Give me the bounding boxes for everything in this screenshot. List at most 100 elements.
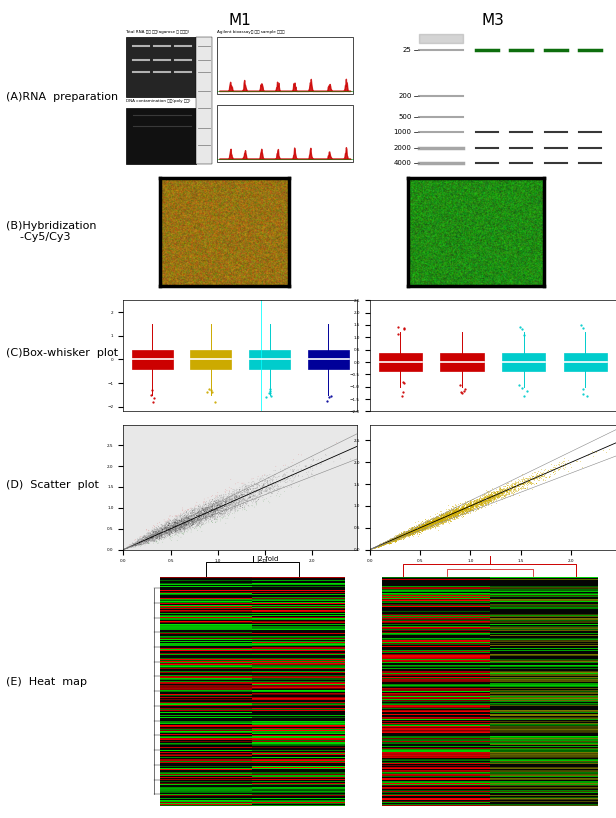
Point [436, 514, 446, 527]
Point [197, 512, 206, 525]
Point [148, 533, 158, 546]
Point [449, 505, 459, 518]
Point [478, 494, 488, 507]
Point [269, 477, 278, 490]
Point [376, 540, 386, 553]
Point [527, 476, 537, 489]
Point [238, 493, 248, 506]
Point [394, 529, 404, 542]
Point [146, 533, 156, 546]
Point [235, 495, 245, 508]
Point [245, 482, 255, 495]
Point [196, 513, 206, 526]
Point [161, 525, 171, 538]
Point [460, 505, 469, 518]
Point [151, 526, 161, 539]
Point [226, 504, 236, 517]
Point [527, 473, 537, 486]
Point [263, 485, 273, 498]
Point [450, 504, 460, 517]
Point [383, 534, 393, 547]
Point [167, 525, 177, 538]
Point [444, 506, 454, 519]
Point [553, 463, 563, 476]
Point [175, 520, 185, 533]
Point [477, 492, 487, 506]
Point [228, 492, 238, 506]
Point [381, 536, 391, 549]
Point [437, 510, 447, 524]
Point [207, 508, 217, 521]
Point [226, 499, 236, 512]
Point [463, 500, 473, 513]
Point [139, 536, 148, 549]
Point [434, 514, 444, 527]
Point [169, 524, 179, 537]
Point [145, 529, 155, 542]
Point [453, 504, 463, 517]
Point [145, 531, 155, 544]
Point [151, 530, 161, 543]
Point [439, 510, 449, 523]
Point [177, 507, 187, 520]
Point [174, 529, 184, 542]
Point [164, 528, 174, 542]
Point [480, 493, 490, 506]
Point [407, 523, 417, 536]
Point [155, 528, 165, 541]
Point [402, 526, 411, 539]
Point [268, 476, 278, 489]
Point [396, 530, 406, 543]
Point [416, 522, 426, 535]
Point [527, 475, 537, 488]
Point [435, 513, 445, 526]
Point [455, 502, 465, 515]
Point [157, 529, 167, 542]
Point [468, 501, 478, 514]
Point [458, 502, 468, 515]
Point [213, 507, 222, 520]
Point [532, 469, 542, 482]
Point [226, 497, 236, 510]
Point [220, 506, 230, 519]
Point [422, 518, 432, 531]
Point [211, 504, 221, 517]
Point [280, 469, 290, 482]
Point [227, 495, 237, 508]
Point [245, 491, 254, 504]
Point [437, 515, 447, 528]
Point [389, 533, 399, 546]
Point [159, 532, 169, 545]
Point [389, 533, 399, 546]
Point [489, 492, 499, 505]
Point [157, 531, 167, 544]
Point [375, 539, 385, 552]
Point [222, 508, 232, 521]
Point [144, 536, 154, 549]
Point [437, 510, 447, 524]
Point [229, 496, 239, 509]
Point [244, 483, 254, 497]
Point [453, 504, 463, 517]
Point [445, 514, 455, 527]
Point [201, 508, 211, 521]
Point [186, 518, 196, 531]
Point [553, 457, 563, 470]
Point [199, 512, 209, 525]
Point [508, 479, 517, 492]
Point [172, 521, 182, 534]
Point [205, 501, 214, 515]
Point [164, 526, 174, 539]
Point [211, 490, 221, 503]
Point [156, 531, 166, 544]
Point [171, 513, 180, 526]
Point [382, 534, 392, 547]
Point [394, 532, 404, 545]
Point [188, 517, 198, 530]
Point [433, 524, 443, 537]
Point [451, 504, 461, 517]
Point [463, 497, 472, 510]
Point [183, 513, 193, 526]
Point [190, 509, 200, 522]
Point [422, 521, 432, 534]
